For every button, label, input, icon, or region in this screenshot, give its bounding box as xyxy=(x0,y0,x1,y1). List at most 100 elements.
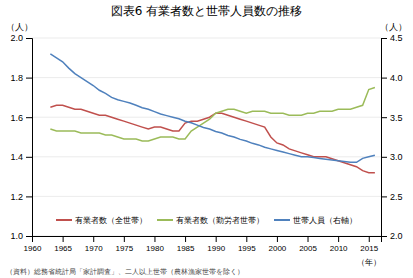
tick-label: 2.5 xyxy=(390,192,403,202)
tick-mark xyxy=(26,196,32,197)
tick-mark xyxy=(63,236,64,242)
tick: 1985 xyxy=(177,236,195,253)
tick-label: 2015 xyxy=(360,244,378,253)
legend-item: 有業者数（全世帯） xyxy=(56,216,147,225)
grid-line xyxy=(32,77,381,78)
y2-axis-label: （人） xyxy=(380,22,407,32)
tick-mark xyxy=(154,236,155,242)
tick-mark xyxy=(26,78,32,79)
tick: 2000 xyxy=(269,236,287,253)
tick-label: 1965 xyxy=(54,244,72,253)
grid-line xyxy=(32,38,381,39)
tick: 2015 xyxy=(360,236,378,253)
tick: 2010 xyxy=(330,236,348,253)
tick: 2005 xyxy=(299,236,317,253)
tick: 1975 xyxy=(115,236,133,253)
tick: 1960 xyxy=(24,236,42,253)
tick: 1.8 xyxy=(10,73,32,83)
tick: 2.0 xyxy=(10,33,32,43)
source-note: （資料）総務省統計局「家計調査」、二人以上世帯（農林漁家世帯を除く） xyxy=(6,268,244,276)
tick: 1965 xyxy=(54,236,72,253)
tick-mark xyxy=(26,38,32,39)
tick-label: 3.0 xyxy=(390,152,403,162)
tick-label: 2.0 xyxy=(390,231,403,241)
tick: 3.0 xyxy=(381,152,403,162)
tick-mark xyxy=(338,236,339,242)
chart-container: 1960 1965 1970 1975 1980 1985 1990 1995 2000 2005… xyxy=(0,0,413,278)
tick-label: 1975 xyxy=(115,244,133,253)
tick-label: 1990 xyxy=(207,244,225,253)
tick-mark xyxy=(381,157,387,158)
tick: 3.5 xyxy=(381,113,403,123)
tick: 2.5 xyxy=(381,192,403,202)
legend-label: 有業者数（全世帯） xyxy=(75,216,147,225)
tick: 1.0 xyxy=(10,231,32,241)
tick-label: 2000 xyxy=(269,244,287,253)
tick: 1.6 xyxy=(10,113,32,123)
tick-mark xyxy=(381,117,387,118)
tick-mark xyxy=(308,236,309,242)
tick: 1990 xyxy=(207,236,225,253)
tick-mark xyxy=(381,78,387,79)
tick-mark xyxy=(93,236,94,242)
tick-mark xyxy=(185,236,186,242)
legend-label: 世帯人員（右軸） xyxy=(293,216,357,225)
x-axis: 1960 1965 1970 1975 1980 1985 1990 1995 2000 2005… xyxy=(24,236,382,253)
legend-item: 世帯人員（右軸） xyxy=(274,216,357,225)
y-axis-label: （人） xyxy=(6,22,33,32)
legend-swatch xyxy=(157,219,173,221)
axis-line xyxy=(33,237,382,243)
legend-label: 有業者数（勤労者世帯） xyxy=(176,216,264,225)
tick-label: 1970 xyxy=(85,244,103,253)
tick-mark xyxy=(277,236,278,242)
grid-line xyxy=(32,196,381,197)
tick-label: 1.4 xyxy=(10,152,23,162)
series-line xyxy=(50,54,375,163)
tick-mark xyxy=(369,236,370,242)
tick-label: 4.5 xyxy=(390,33,403,43)
tick-label: 4.0 xyxy=(390,73,403,83)
legend-item: 有業者数（勤労者世帯） xyxy=(157,216,264,225)
tick-label: 1.6 xyxy=(10,113,23,123)
tick-label: 1.2 xyxy=(10,192,23,202)
tick: 1995 xyxy=(238,236,256,253)
tick-mark xyxy=(381,196,387,197)
tick-label: 1995 xyxy=(238,244,256,253)
tick-label: 3.5 xyxy=(390,113,403,123)
tick: 4.5 xyxy=(381,33,403,43)
plot-area: 1960 1965 1970 1975 1980 1985 1990 1995 2000 2005… xyxy=(10,33,402,252)
axis-line xyxy=(26,39,33,237)
x-axis-label: （年） xyxy=(357,258,381,267)
tick: 4.0 xyxy=(381,73,403,83)
tick-label: 1.0 xyxy=(10,231,23,241)
tick-mark xyxy=(246,236,247,242)
tick: 1.4 xyxy=(10,152,32,162)
tick-label: 2005 xyxy=(299,244,317,253)
title: 図表6 有業者数と世帯人員数の推移 xyxy=(111,4,302,18)
legend-swatch xyxy=(274,219,290,221)
tick-label: 1960 xyxy=(24,244,42,253)
y-axis: 1.0 1.2 1.4 1.6 1.8 2.0 xyxy=(10,33,32,241)
tick-mark xyxy=(216,236,217,242)
tick: 1.2 xyxy=(10,192,32,202)
tick-mark xyxy=(381,38,387,39)
tick-mark xyxy=(381,236,387,237)
tick-label: 1980 xyxy=(146,244,164,253)
series-group xyxy=(50,54,375,173)
chart: 1960 1965 1970 1975 1980 1985 1990 1995 2000 2005… xyxy=(0,0,413,278)
tick-label: 1.8 xyxy=(10,73,23,83)
grid xyxy=(32,38,381,236)
legend-swatch xyxy=(56,219,72,221)
tick-label: 1985 xyxy=(177,244,195,253)
axis-line xyxy=(382,39,388,237)
tick-label: 2010 xyxy=(330,244,348,253)
y2-axis: 2.0 2.5 3.0 3.5 4.0 4.5 xyxy=(381,33,403,241)
series-line xyxy=(50,88,375,141)
tick: 2.0 xyxy=(381,231,403,241)
tick: 1970 xyxy=(85,236,103,253)
tick-label: 2.0 xyxy=(10,33,23,43)
tick-mark xyxy=(124,236,125,242)
tick-mark xyxy=(26,117,32,118)
tick-mark xyxy=(26,157,32,158)
tick: 1980 xyxy=(146,236,164,253)
